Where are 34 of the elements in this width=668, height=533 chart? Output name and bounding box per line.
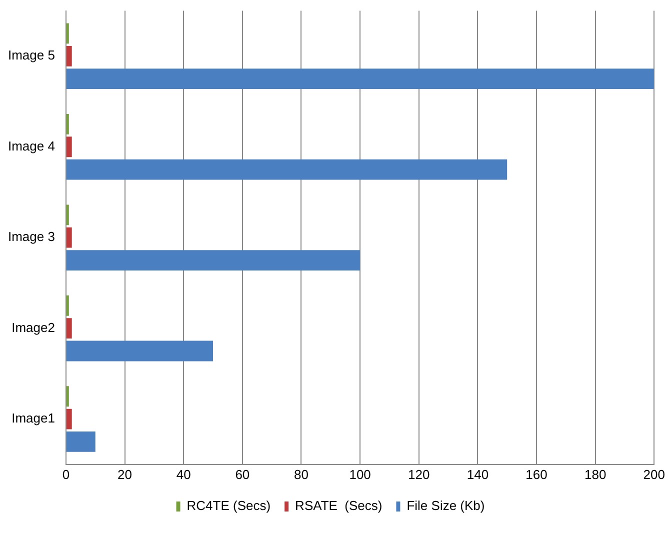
bar (66, 68, 654, 90)
bar (66, 295, 69, 316)
x-tick-label: 100 (349, 466, 371, 482)
bar (66, 408, 72, 430)
bar (66, 23, 69, 44)
bar (66, 432, 96, 452)
x-tick-label: 80 (294, 466, 308, 482)
bar (66, 46, 72, 66)
bar (66, 386, 69, 407)
x-tick-label: 20 (118, 466, 132, 482)
x-tick-label: 160 (526, 466, 548, 482)
x-tick-label: 40 (176, 466, 191, 482)
bar (66, 318, 72, 339)
y-tick-label: Image2 (12, 320, 55, 335)
y-tick-label: Image1 (12, 410, 55, 426)
y-tick-label: Image 5 (8, 48, 55, 63)
bar (66, 204, 69, 226)
bar (66, 340, 214, 362)
x-tick-label: 60 (235, 466, 250, 482)
y-tick-label: Image 3 (8, 229, 55, 244)
legend-label: File Size (Kb) (406, 498, 485, 514)
y-tick-label: Image 4 (8, 138, 55, 154)
bar (66, 250, 360, 270)
bar (66, 159, 508, 180)
bar (66, 114, 69, 134)
bar (66, 136, 72, 158)
bar (66, 227, 72, 248)
x-tick-label: 120 (408, 466, 430, 482)
x-tick-label: 180 (584, 466, 606, 482)
x-tick-label: 140 (466, 466, 489, 482)
x-tick-label: 0 (62, 466, 70, 482)
x-tick-label: 200 (643, 466, 666, 482)
legend-label: RC4TE (Secs) (186, 498, 271, 514)
legend-label: RSATE (Secs) (295, 498, 382, 514)
